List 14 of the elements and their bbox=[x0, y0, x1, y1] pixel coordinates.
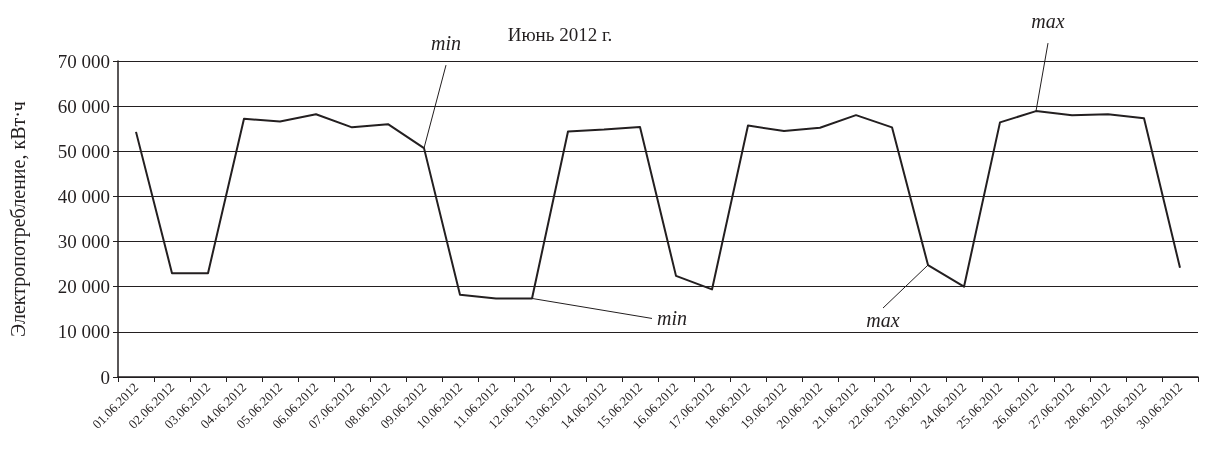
y-axis-title: Электропотребление, кВт·ч bbox=[7, 101, 30, 337]
annotation: max bbox=[866, 309, 900, 332]
annotation: max bbox=[1031, 10, 1065, 33]
y-tick-label: 20 000 bbox=[57, 276, 110, 298]
y-tick-label: 0 bbox=[100, 366, 110, 388]
y-tick-label: 10 000 bbox=[57, 321, 110, 343]
y-tick-label: 30 000 bbox=[57, 231, 110, 253]
y-tick-label: 70 000 bbox=[57, 50, 110, 72]
chart-title: Июнь 2012 г. bbox=[507, 24, 613, 45]
y-tick-label: 40 000 bbox=[57, 185, 110, 207]
annotation: min bbox=[431, 32, 461, 55]
annotation: min bbox=[657, 307, 687, 330]
y-tick-label: 50 000 bbox=[57, 140, 110, 162]
y-tick-label: 60 000 bbox=[57, 95, 110, 117]
